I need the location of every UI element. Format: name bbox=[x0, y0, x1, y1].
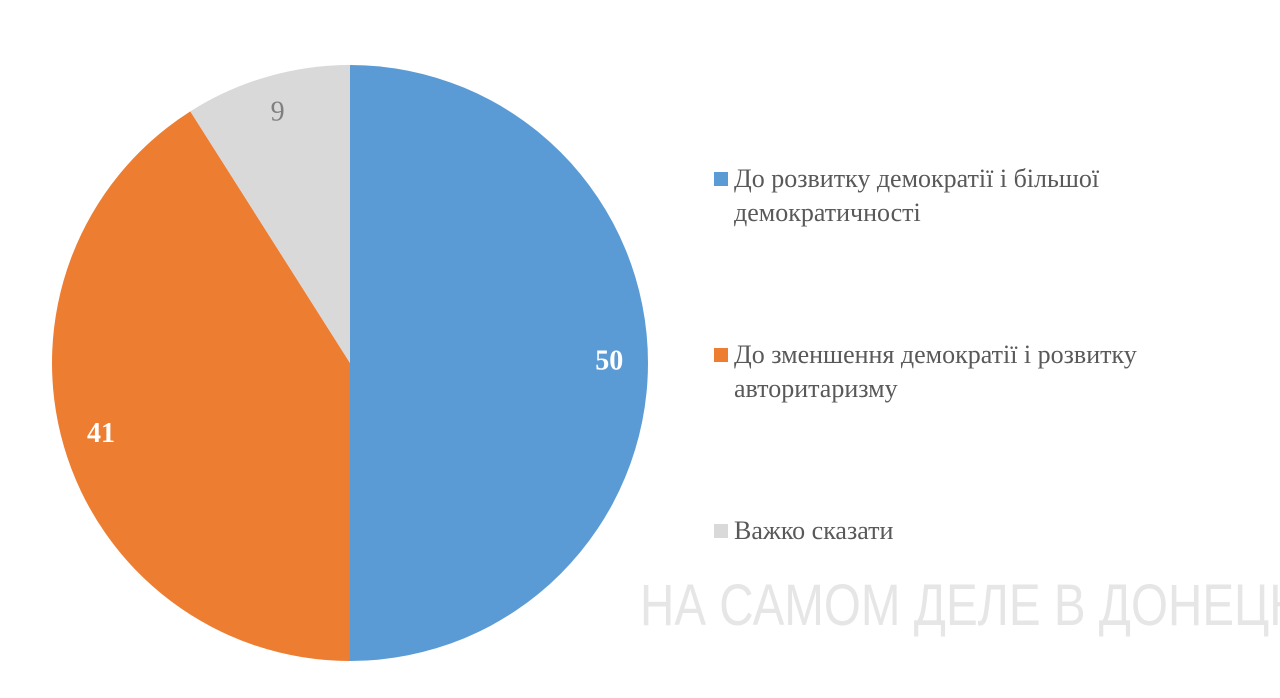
legend-item: Важко сказати bbox=[714, 514, 893, 548]
legend-label: До розвитку демократії і більшої демокра… bbox=[734, 164, 1100, 227]
legend-swatch bbox=[714, 524, 728, 538]
legend-item: До розвитку демократії і більшої демокра… bbox=[714, 162, 1254, 230]
legend-swatch bbox=[714, 348, 728, 362]
pie-slice bbox=[350, 65, 648, 661]
data-label: 41 bbox=[87, 418, 115, 449]
legend-swatch bbox=[714, 172, 728, 186]
data-label: 50 bbox=[595, 345, 623, 376]
watermark: НА САМОМ ДЕЛЕ В ДОНЕЦКЕ bbox=[640, 573, 1280, 638]
pie-slice bbox=[190, 65, 350, 363]
pie-slice bbox=[52, 111, 350, 662]
legend-label: Важко сказати bbox=[734, 516, 894, 545]
legend-item: До зменшення демократії і розвитку автор… bbox=[714, 338, 1254, 406]
legend-label: До зменшення демократії і розвитку автор… bbox=[734, 340, 1137, 403]
data-label: 9 bbox=[271, 96, 285, 127]
